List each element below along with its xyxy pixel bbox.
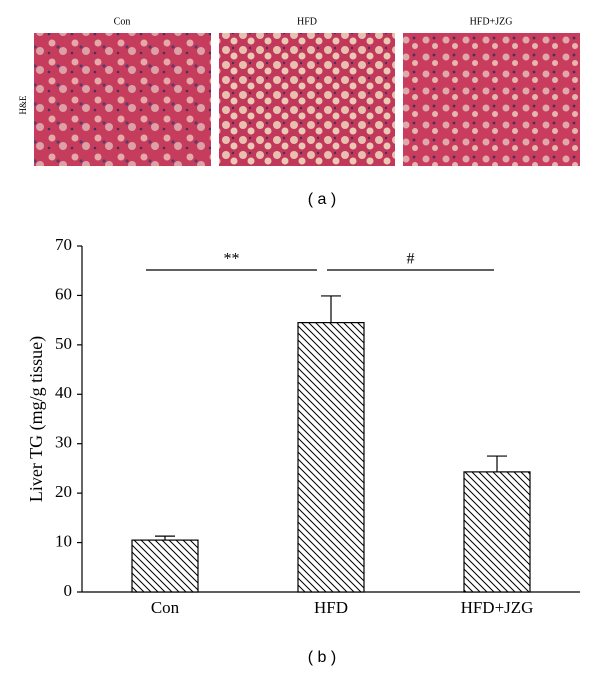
panel-caption: ( b ) bbox=[308, 649, 336, 666]
y-tick-label: 0 bbox=[64, 581, 73, 600]
histology-image bbox=[403, 33, 580, 166]
y-tick-label: 60 bbox=[55, 284, 72, 303]
significance-label: # bbox=[407, 251, 415, 268]
x-tick-label: HFD+JZG bbox=[461, 598, 534, 617]
y-tick-label: 30 bbox=[55, 433, 72, 452]
image-label: HFD+JZG bbox=[470, 16, 513, 27]
bar bbox=[131, 539, 199, 593]
error-bar bbox=[321, 295, 341, 323]
x-tick-label: HFD bbox=[314, 598, 348, 617]
bar bbox=[297, 322, 365, 593]
image-label: Con bbox=[114, 16, 131, 27]
stain-label: H&E bbox=[18, 95, 28, 115]
error-bar bbox=[155, 535, 175, 541]
y-tick-label: 40 bbox=[55, 383, 72, 402]
histology-image bbox=[34, 33, 211, 166]
y-tick-label: 20 bbox=[55, 482, 72, 501]
panel-caption: ( a ) bbox=[308, 191, 336, 208]
y-tick-label: 10 bbox=[55, 531, 72, 550]
significance-label: ** bbox=[224, 251, 240, 268]
y-axis-title: Liver TG (mg/g tissue) bbox=[26, 336, 47, 502]
histology-image bbox=[219, 33, 395, 166]
error-bar bbox=[487, 455, 507, 472]
image-label: HFD bbox=[297, 16, 317, 27]
y-tick-label: 70 bbox=[55, 235, 72, 254]
bar bbox=[463, 471, 531, 593]
x-tick-label: Con bbox=[151, 598, 180, 617]
y-tick-label: 50 bbox=[55, 334, 72, 353]
